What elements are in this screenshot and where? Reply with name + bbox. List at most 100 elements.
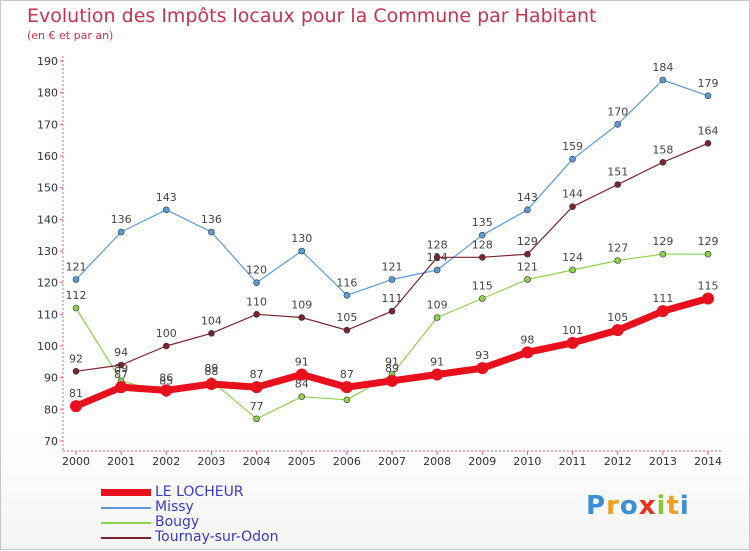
data-label-missy: 121 (66, 261, 87, 274)
data-point-bougy (478, 295, 486, 302)
data-point-bougy (569, 266, 576, 274)
data-point-le-locheur (476, 362, 489, 375)
data-point-missy (388, 276, 396, 283)
data-label-tournay-sur-odon: 164 (698, 124, 719, 137)
data-point-missy (704, 92, 712, 100)
legend-label: LE LOCHEUR (155, 484, 244, 500)
data-label-missy: 143 (156, 191, 177, 204)
data-point-tournay-sur-odon (524, 250, 531, 258)
data-point-missy (253, 279, 260, 286)
x-tick-label: 2011 (559, 455, 587, 468)
data-point-le-locheur (521, 346, 534, 359)
legend: LE LOCHEUR Missy Bougy Tournay-sur-Odon (101, 485, 278, 545)
data-point-le-locheur (431, 368, 444, 381)
data-label-le-locheur: 87 (114, 368, 128, 381)
data-point-tournay-sur-odon (162, 342, 170, 350)
data-point-le-locheur (611, 324, 624, 337)
data-point-le-locheur (115, 381, 128, 394)
data-label-tournay-sur-odon: 104 (201, 314, 222, 327)
y-tick-label: 180 (37, 87, 58, 100)
data-label-le-locheur: 86 (159, 371, 173, 384)
x-tick-label: 2010 (513, 455, 541, 468)
data-point-missy (72, 276, 80, 283)
y-tick-label: 80 (44, 403, 58, 416)
data-label-tournay-sur-odon: 105 (336, 311, 357, 324)
data-label-le-locheur: 88 (204, 365, 218, 378)
data-label-missy: 136 (201, 213, 222, 226)
x-tick-label: 2006 (333, 455, 361, 468)
logo-letter: i (679, 491, 690, 521)
y-tick-label: 90 (44, 372, 58, 385)
data-point-missy (659, 76, 667, 84)
data-label-missy: 135 (472, 216, 493, 229)
data-label-tournay-sur-odon: 128 (427, 238, 448, 251)
data-point-le-locheur (70, 400, 82, 413)
data-label-bougy: 127 (607, 242, 628, 255)
data-label-tournay-sur-odon: 158 (652, 143, 673, 156)
data-label-le-locheur: 87 (340, 368, 354, 381)
data-label-bougy: 121 (517, 261, 538, 274)
logo-letter: x (638, 491, 657, 521)
x-tick-label: 2012 (604, 455, 632, 468)
chart-title: Evolution des Impôts locaux pour la Comm… (27, 5, 597, 27)
data-point-missy (614, 121, 622, 128)
data-label-le-locheur: 115 (698, 280, 719, 293)
data-label-le-locheur: 87 (250, 368, 264, 381)
data-point-bougy (614, 257, 622, 264)
y-tick-label: 130 (37, 245, 58, 258)
data-label-le-locheur: 111 (652, 292, 673, 305)
data-point-missy (343, 292, 351, 299)
data-point-tournay-sur-odon (433, 254, 441, 261)
data-label-bougy: 124 (562, 251, 583, 264)
y-tick-label: 170 (37, 118, 58, 131)
logo-letter: r (606, 491, 620, 521)
legend-item: Bougy (101, 515, 278, 530)
x-tick-label: 2014 (694, 455, 722, 468)
legend-item: Missy (101, 500, 278, 515)
data-point-tournay-sur-odon (298, 314, 306, 321)
data-point-missy (478, 231, 486, 239)
legend-swatch (101, 536, 151, 539)
y-tick-label: 140 (37, 213, 58, 226)
data-point-tournay-sur-odon (478, 254, 486, 261)
data-point-le-locheur (205, 378, 218, 390)
legend-swatch (101, 521, 151, 524)
y-tick-label: 110 (37, 308, 58, 321)
legend-label: Missy (155, 499, 194, 515)
data-label-le-locheur: 91 (430, 356, 444, 369)
data-point-tournay-sur-odon (388, 307, 396, 315)
data-point-tournay-sur-odon (569, 203, 576, 210)
legend-label: Tournay-sur-Odon (155, 529, 279, 545)
x-tick-label: 2007 (378, 455, 406, 468)
data-label-missy: 159 (562, 140, 583, 153)
data-label-tournay-sur-odon: 144 (562, 188, 583, 201)
data-point-missy (117, 228, 125, 236)
data-label-tournay-sur-odon: 151 (607, 166, 628, 179)
data-label-tournay-sur-odon: 109 (291, 299, 312, 312)
data-label-tournay-sur-odon: 110 (246, 295, 267, 308)
data-label-missy: 120 (246, 264, 267, 277)
data-label-missy: 116 (336, 276, 357, 289)
x-tick-label: 2013 (649, 455, 677, 468)
y-tick-label: 70 (44, 435, 58, 448)
data-point-le-locheur (656, 305, 669, 318)
x-tick-label: 2003 (197, 455, 225, 468)
data-point-le-locheur (250, 381, 263, 394)
logo-letter: t (666, 491, 680, 521)
data-label-bougy: 115 (472, 280, 493, 293)
data-label-missy: 143 (517, 191, 538, 204)
x-tick-label: 2004 (243, 455, 271, 468)
x-tick-label: 2009 (468, 455, 496, 468)
data-label-tournay-sur-odon: 111 (382, 292, 403, 305)
y-tick-label: 160 (37, 150, 58, 163)
data-label-le-locheur: 98 (520, 333, 534, 346)
data-label-le-locheur: 89 (385, 362, 399, 375)
y-tick-label: 120 (37, 277, 58, 290)
y-tick-label: 190 (37, 55, 58, 68)
data-point-bougy (524, 276, 531, 283)
logo-letter: o (619, 491, 639, 521)
x-tick-label: 2008 (423, 455, 451, 468)
data-label-missy: 121 (382, 261, 403, 274)
